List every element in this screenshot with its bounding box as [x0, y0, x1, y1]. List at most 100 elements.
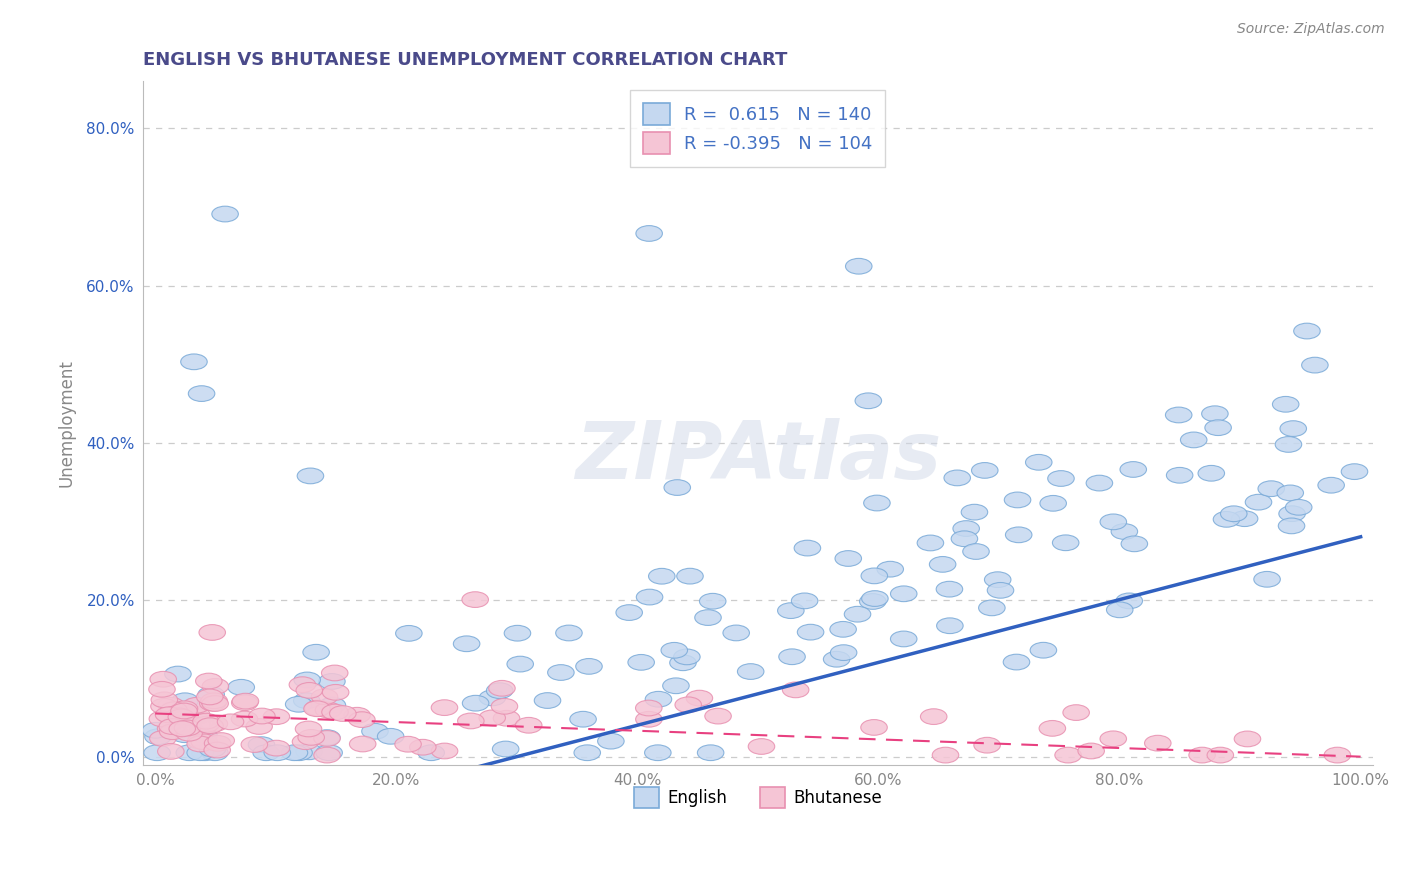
- Ellipse shape: [1258, 481, 1285, 497]
- Y-axis label: Unemployment: Unemployment: [58, 359, 75, 487]
- Ellipse shape: [218, 714, 243, 730]
- Ellipse shape: [176, 745, 202, 761]
- Ellipse shape: [636, 712, 662, 727]
- Ellipse shape: [166, 708, 193, 723]
- Ellipse shape: [228, 680, 254, 695]
- Ellipse shape: [202, 696, 228, 712]
- Ellipse shape: [860, 568, 887, 583]
- Ellipse shape: [675, 697, 702, 713]
- Ellipse shape: [636, 700, 662, 716]
- Ellipse shape: [463, 591, 488, 607]
- Ellipse shape: [1202, 406, 1229, 422]
- Ellipse shape: [292, 734, 319, 749]
- Ellipse shape: [1004, 492, 1031, 508]
- Ellipse shape: [322, 665, 349, 681]
- Ellipse shape: [263, 709, 290, 724]
- Ellipse shape: [1324, 747, 1351, 763]
- Ellipse shape: [172, 727, 198, 742]
- Ellipse shape: [830, 622, 856, 637]
- Ellipse shape: [249, 708, 276, 724]
- Ellipse shape: [290, 677, 315, 692]
- Ellipse shape: [824, 651, 849, 667]
- Ellipse shape: [281, 745, 308, 761]
- Ellipse shape: [699, 593, 725, 609]
- Ellipse shape: [231, 711, 257, 727]
- Ellipse shape: [157, 698, 184, 714]
- Ellipse shape: [150, 672, 177, 687]
- Ellipse shape: [862, 591, 889, 607]
- Ellipse shape: [191, 745, 218, 761]
- Ellipse shape: [193, 714, 219, 729]
- Ellipse shape: [187, 745, 214, 761]
- Ellipse shape: [304, 701, 330, 716]
- Ellipse shape: [395, 737, 422, 752]
- Ellipse shape: [1341, 464, 1368, 480]
- Ellipse shape: [628, 655, 654, 670]
- Ellipse shape: [159, 724, 186, 739]
- Ellipse shape: [890, 631, 917, 647]
- Ellipse shape: [1063, 705, 1090, 721]
- Ellipse shape: [297, 468, 323, 483]
- Ellipse shape: [686, 690, 713, 706]
- Ellipse shape: [418, 745, 444, 761]
- Ellipse shape: [195, 673, 222, 689]
- Ellipse shape: [191, 728, 217, 743]
- Ellipse shape: [1279, 421, 1306, 436]
- Ellipse shape: [1078, 743, 1105, 759]
- Ellipse shape: [492, 741, 519, 757]
- Ellipse shape: [311, 689, 337, 705]
- Ellipse shape: [779, 648, 806, 665]
- Ellipse shape: [1053, 535, 1078, 550]
- Ellipse shape: [936, 582, 963, 597]
- Ellipse shape: [860, 720, 887, 735]
- Ellipse shape: [516, 717, 541, 733]
- Ellipse shape: [1189, 747, 1215, 763]
- Ellipse shape: [193, 716, 219, 732]
- Ellipse shape: [377, 729, 404, 744]
- Ellipse shape: [1054, 747, 1081, 763]
- Ellipse shape: [170, 703, 197, 719]
- Ellipse shape: [240, 737, 267, 752]
- Ellipse shape: [673, 649, 700, 665]
- Ellipse shape: [208, 732, 235, 748]
- Ellipse shape: [350, 736, 375, 752]
- Ellipse shape: [569, 711, 596, 727]
- Ellipse shape: [1294, 323, 1320, 339]
- Ellipse shape: [575, 658, 602, 674]
- Ellipse shape: [489, 681, 515, 696]
- Ellipse shape: [1277, 485, 1303, 500]
- Ellipse shape: [1166, 407, 1192, 423]
- Ellipse shape: [200, 624, 225, 640]
- Ellipse shape: [197, 718, 224, 733]
- Ellipse shape: [1317, 477, 1344, 493]
- Ellipse shape: [1031, 642, 1057, 658]
- Ellipse shape: [249, 737, 274, 753]
- Ellipse shape: [395, 625, 422, 641]
- Ellipse shape: [1116, 593, 1143, 608]
- Ellipse shape: [314, 731, 340, 747]
- Ellipse shape: [143, 745, 170, 761]
- Ellipse shape: [778, 603, 804, 618]
- Ellipse shape: [1246, 494, 1272, 510]
- Ellipse shape: [198, 687, 225, 702]
- Ellipse shape: [1099, 514, 1126, 530]
- Ellipse shape: [1111, 524, 1137, 540]
- Ellipse shape: [1279, 506, 1305, 522]
- Ellipse shape: [453, 636, 479, 652]
- Ellipse shape: [737, 664, 763, 680]
- Ellipse shape: [295, 744, 322, 760]
- Ellipse shape: [574, 745, 600, 761]
- Ellipse shape: [264, 745, 291, 761]
- Ellipse shape: [188, 385, 215, 401]
- Ellipse shape: [409, 739, 436, 755]
- Ellipse shape: [204, 736, 231, 751]
- Ellipse shape: [145, 729, 172, 745]
- Ellipse shape: [329, 706, 356, 722]
- Ellipse shape: [1234, 731, 1261, 747]
- Ellipse shape: [322, 704, 349, 720]
- Ellipse shape: [190, 719, 217, 735]
- Ellipse shape: [200, 696, 226, 711]
- Ellipse shape: [160, 702, 187, 718]
- Ellipse shape: [792, 593, 818, 608]
- Ellipse shape: [457, 713, 484, 729]
